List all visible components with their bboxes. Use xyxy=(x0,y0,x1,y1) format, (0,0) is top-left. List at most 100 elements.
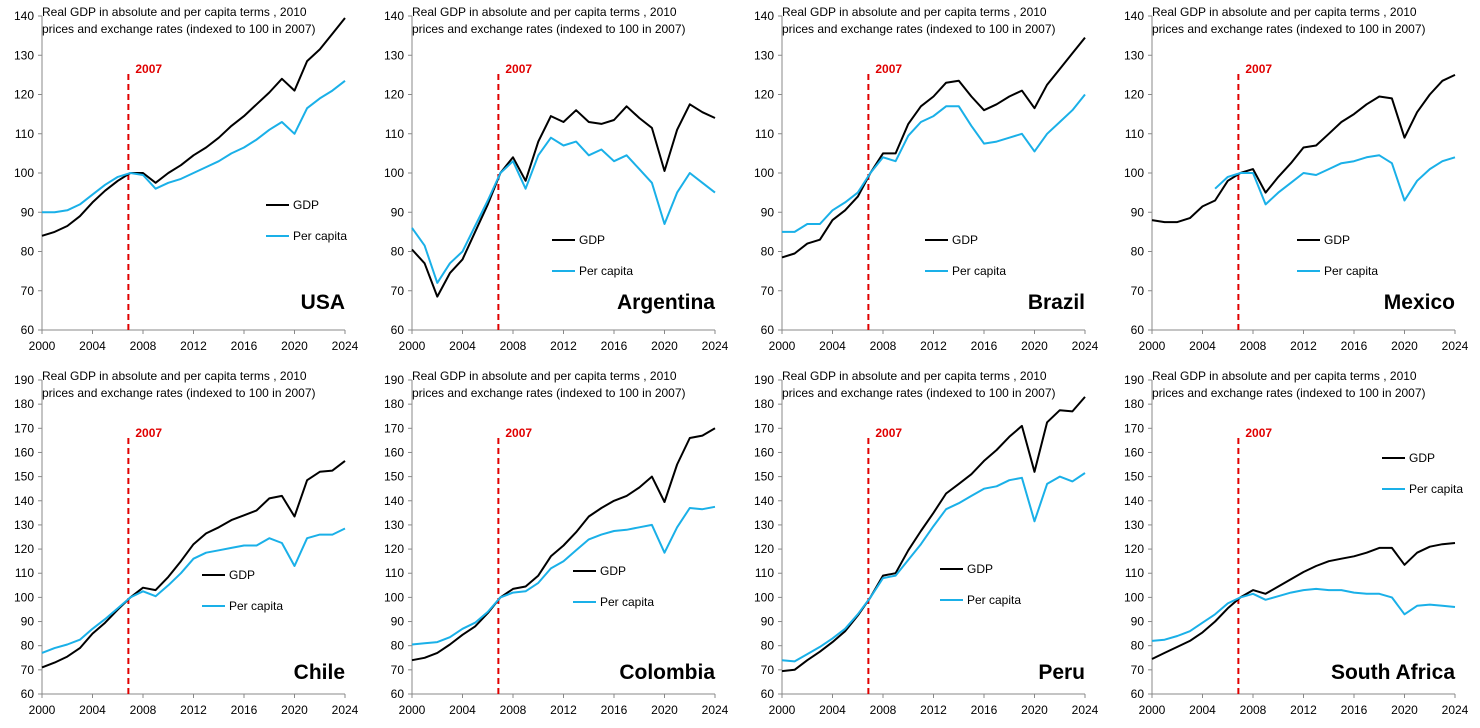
chart-panel-brazil: 60 70 80 90 100 110 120 130 140 2000 2004 2008 2012 2… xyxy=(740,0,1110,364)
country-label: Argentina xyxy=(616,291,715,314)
y-tick-label: 180 xyxy=(14,397,34,411)
y-tick-label: 160 xyxy=(14,445,34,459)
y-tick-label: 120 xyxy=(754,88,774,102)
legend-label-gdp: GDP xyxy=(293,198,319,212)
y-tick-label: 100 xyxy=(754,166,774,180)
y-tick-label: 190 xyxy=(754,373,774,387)
y-tick-label: 130 xyxy=(384,48,404,62)
y-tick-label: 120 xyxy=(384,88,404,102)
x-tick-label: 2012 xyxy=(550,339,577,353)
y-tick-label: 70 xyxy=(21,284,35,298)
x-tick-label: 2000 xyxy=(29,703,56,717)
y-tick-label: 190 xyxy=(384,373,404,387)
y-tick-label: 140 xyxy=(1124,494,1144,508)
y-tick-label: 170 xyxy=(14,421,34,435)
y-tick-label: 100 xyxy=(14,166,34,180)
legend-label-gdp: GDP xyxy=(952,233,978,247)
marker-label-2007: 2007 xyxy=(875,426,902,440)
x-tick-label: 2004 xyxy=(1189,339,1216,353)
chart-panel-south-africa: 60 70 80 90 100 110 120 130 140 150 160 170 180 190 20… xyxy=(1110,364,1480,728)
y-tick-label: 120 xyxy=(14,542,34,556)
x-tick-label: 2000 xyxy=(1139,339,1166,353)
x-tick-label: 2016 xyxy=(971,703,998,717)
x-tick-label: 2008 xyxy=(870,339,897,353)
y-tick-label: 80 xyxy=(761,245,775,259)
x-tick-label: 2004 xyxy=(1189,703,1216,717)
legend-label-per-capita: Per capita xyxy=(229,599,283,613)
country-label: Mexico xyxy=(1383,291,1455,314)
marker-label-2007: 2007 xyxy=(505,426,532,440)
y-tick-label: 140 xyxy=(14,9,34,23)
chart-title: Real GDP in absolute and per capita term… xyxy=(412,5,686,36)
y-tick-label: 140 xyxy=(754,494,774,508)
y-tick-label: 130 xyxy=(1124,518,1144,532)
chart-svg: 60 70 80 90 100 110 120 130 140 2000 2004 2008 2012 2… xyxy=(754,9,1099,353)
country-label: Chile xyxy=(293,661,345,684)
x-tick-label: 2012 xyxy=(920,339,947,353)
chart-panel-peru: 60 70 80 90 100 110 120 130 140 150 160 170 180 190 20… xyxy=(740,364,1110,728)
chart-panel-colombia: 60 70 80 90 100 110 120 130 140 150 160 170 180 190 20… xyxy=(370,364,740,728)
chart-svg: 60 70 80 90 100 110 120 130 140 2000 2004 2008 2012 2… xyxy=(1124,9,1469,353)
y-tick-label: 90 xyxy=(21,615,35,629)
y-tick-label: 120 xyxy=(754,542,774,556)
x-tick-label: 2000 xyxy=(399,339,426,353)
y-tick-label: 80 xyxy=(21,639,35,653)
x-tick-label: 2020 xyxy=(1021,339,1048,353)
y-tick-label: 90 xyxy=(761,205,775,219)
y-tick-label: 80 xyxy=(21,245,35,259)
chart-title: Real GDP in absolute and per capita term… xyxy=(782,369,1056,400)
legend-label-per-capita: Per capita xyxy=(293,229,347,243)
x-tick-label: 2024 xyxy=(1072,703,1099,717)
y-tick-label: 120 xyxy=(1124,88,1144,102)
series-line-per-capita xyxy=(411,505,716,646)
y-tick-label: 100 xyxy=(1124,590,1144,604)
chart-title: Real GDP in absolute and per capita term… xyxy=(1152,5,1426,36)
legend-label-per-capita: Per capita xyxy=(1324,264,1378,278)
x-tick-label: 2008 xyxy=(130,703,157,717)
x-tick-label: 2000 xyxy=(29,339,56,353)
x-tick-label: 2016 xyxy=(1341,703,1368,717)
y-tick-label: 60 xyxy=(391,687,405,701)
chart-panel-chile: 60 70 80 90 100 110 120 130 140 150 160 170 180 190 20… xyxy=(0,364,370,728)
marker-label-2007: 2007 xyxy=(1245,426,1272,440)
x-tick-label: 2004 xyxy=(449,703,476,717)
country-label: USA xyxy=(300,291,345,314)
y-tick-label: 110 xyxy=(1125,566,1144,580)
x-tick-label: 2024 xyxy=(1442,703,1469,717)
country-label: Colombia xyxy=(619,661,715,684)
chart-title: Real GDP in absolute and per capita term… xyxy=(412,369,686,400)
chart-panel-mexico: 60 70 80 90 100 110 120 130 140 2000 2004 2008 2012 2… xyxy=(1110,0,1480,364)
marker-label-2007: 2007 xyxy=(505,62,532,76)
x-tick-label: 2008 xyxy=(870,703,897,717)
y-tick-label: 130 xyxy=(384,518,404,532)
chart-title: Real GDP in absolute and per capita term… xyxy=(1152,369,1426,400)
chart-title: Real GDP in absolute and per capita term… xyxy=(42,5,316,36)
x-tick-label: 2004 xyxy=(819,703,846,717)
y-tick-label: 70 xyxy=(391,284,405,298)
marker-label-2007: 2007 xyxy=(1245,62,1272,76)
y-tick-label: 160 xyxy=(384,445,404,459)
y-tick-label: 60 xyxy=(1131,323,1145,337)
y-tick-label: 100 xyxy=(384,166,404,180)
x-tick-label: 2024 xyxy=(332,703,359,717)
y-tick-label: 110 xyxy=(755,566,774,580)
y-tick-label: 90 xyxy=(1131,615,1145,629)
series-line-per-capita xyxy=(1214,154,1456,206)
y-tick-label: 160 xyxy=(754,445,774,459)
x-tick-label: 2004 xyxy=(449,339,476,353)
series-line-per-capita xyxy=(781,472,1086,663)
legend-label-per-capita: Per capita xyxy=(600,595,654,609)
chart-panel-argentina: 60 70 80 90 100 110 120 130 140 2000 2004 2008 2012 2… xyxy=(370,0,740,364)
x-tick-label: 2012 xyxy=(550,703,577,717)
y-tick-label: 60 xyxy=(21,323,35,337)
y-tick-label: 190 xyxy=(1124,373,1144,387)
y-tick-label: 110 xyxy=(15,127,34,141)
marker-label-2007: 2007 xyxy=(135,62,162,76)
y-tick-label: 80 xyxy=(1131,245,1145,259)
x-tick-label: 2000 xyxy=(769,703,796,717)
y-tick-label: 130 xyxy=(14,48,34,62)
y-tick-label: 70 xyxy=(1131,284,1145,298)
y-tick-label: 130 xyxy=(14,518,34,532)
y-tick-label: 140 xyxy=(384,494,404,508)
